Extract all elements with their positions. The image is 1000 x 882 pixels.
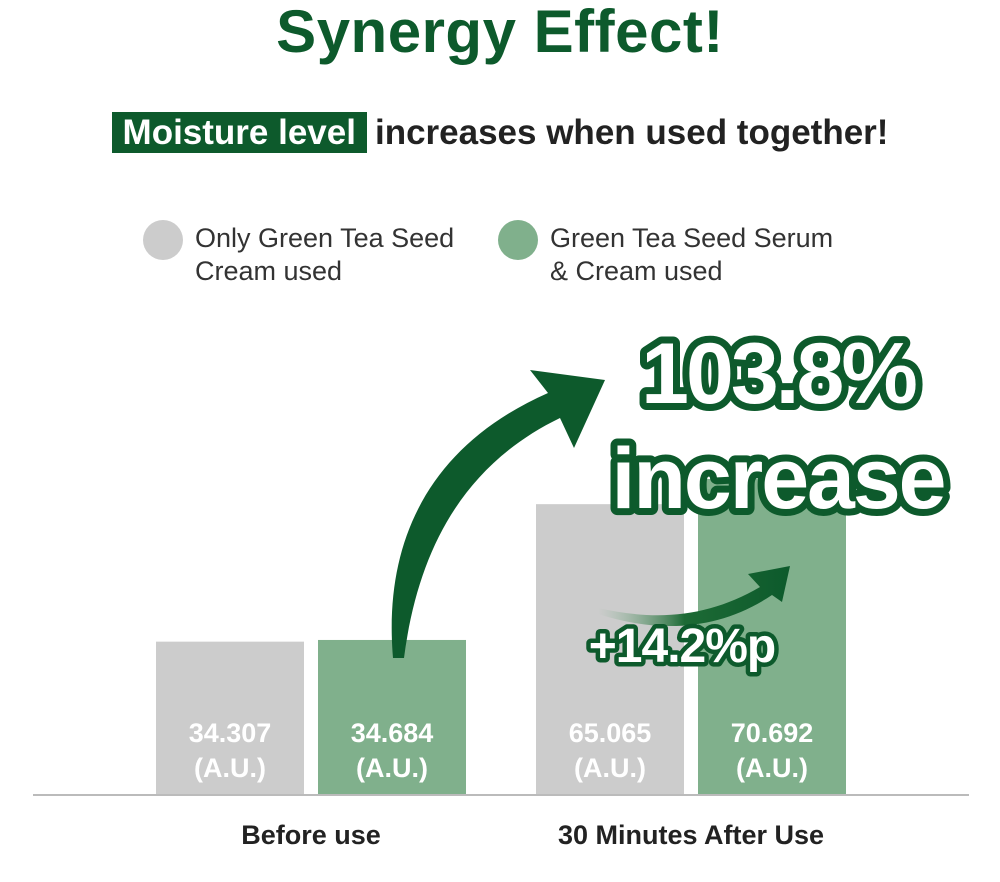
bar-cream-only-before <box>156 641 304 795</box>
category-label: 30 Minutes After Use <box>558 820 824 850</box>
bar-unit-label: (A.U.) <box>574 753 646 783</box>
page-subtitle: Moisture level increases when used togeth… <box>0 110 1000 156</box>
legend-item-cream-only: Only Green Tea Seed Cream used <box>143 220 485 288</box>
legend-item-serum-and-cream: Green Tea Seed Serum & Cream used <box>498 220 840 288</box>
main-increase-word: increase <box>611 431 944 527</box>
legend-swatch-green <box>498 220 538 260</box>
bar-value-label: 65.065 <box>569 718 652 748</box>
subtitle-highlight: Moisture level <box>111 112 367 153</box>
bar-value-label: 34.307 <box>189 718 272 748</box>
legend-swatch-gray <box>143 220 183 260</box>
legend-label: Only Green Tea Seed Cream used <box>195 223 455 286</box>
category-label: Before use <box>241 820 381 850</box>
point-difference-label: +14.2%p <box>589 620 775 673</box>
big-increase-arrow-icon <box>391 370 605 658</box>
legend-label: Green Tea Seed Serum & Cream used <box>550 223 834 286</box>
bar-value-label: 70.692 <box>731 718 814 748</box>
bar-unit-label: (A.U.) <box>194 753 266 783</box>
bar-unit-label: (A.U.) <box>736 753 808 783</box>
bar-serum-and-cream-before <box>318 639 466 795</box>
bar-serum-and-cream-after <box>698 479 846 795</box>
bar-unit-label: (A.U.) <box>356 753 428 783</box>
bar-value-label: 34.684 <box>351 718 434 748</box>
bar-cream-only-after <box>536 504 684 795</box>
main-increase-value: 103.8% <box>641 326 916 422</box>
small-increase-arrow-icon <box>598 566 790 627</box>
subtitle-rest: increases when used together! <box>374 113 889 152</box>
page-title: Synergy Effect! <box>276 0 724 65</box>
